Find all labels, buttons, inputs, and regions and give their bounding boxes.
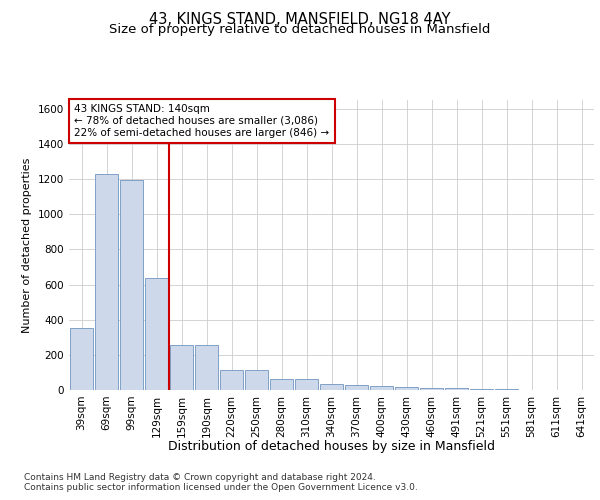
Bar bbox=[420, 388, 443, 390]
Bar bbox=[70, 328, 93, 390]
Bar bbox=[120, 180, 143, 390]
Bar bbox=[470, 389, 493, 390]
Bar bbox=[170, 344, 193, 390]
Bar bbox=[370, 386, 393, 390]
Bar bbox=[245, 370, 268, 390]
Y-axis label: Number of detached properties: Number of detached properties bbox=[22, 158, 32, 332]
Text: Size of property relative to detached houses in Mansfield: Size of property relative to detached ho… bbox=[109, 24, 491, 36]
Bar bbox=[95, 174, 118, 390]
Bar bbox=[295, 378, 318, 390]
Bar bbox=[395, 388, 418, 390]
Bar bbox=[220, 370, 243, 390]
Text: Contains HM Land Registry data © Crown copyright and database right 2024.
Contai: Contains HM Land Registry data © Crown c… bbox=[24, 472, 418, 492]
Bar bbox=[270, 378, 293, 390]
Bar bbox=[145, 278, 168, 390]
Bar bbox=[320, 384, 343, 390]
Bar bbox=[195, 344, 218, 390]
Text: 43 KINGS STAND: 140sqm
← 78% of detached houses are smaller (3,086)
22% of semi-: 43 KINGS STAND: 140sqm ← 78% of detached… bbox=[74, 104, 329, 138]
Text: 43, KINGS STAND, MANSFIELD, NG18 4AY: 43, KINGS STAND, MANSFIELD, NG18 4AY bbox=[149, 12, 451, 28]
X-axis label: Distribution of detached houses by size in Mansfield: Distribution of detached houses by size … bbox=[168, 440, 495, 453]
Bar bbox=[445, 388, 468, 390]
Bar bbox=[345, 385, 368, 390]
